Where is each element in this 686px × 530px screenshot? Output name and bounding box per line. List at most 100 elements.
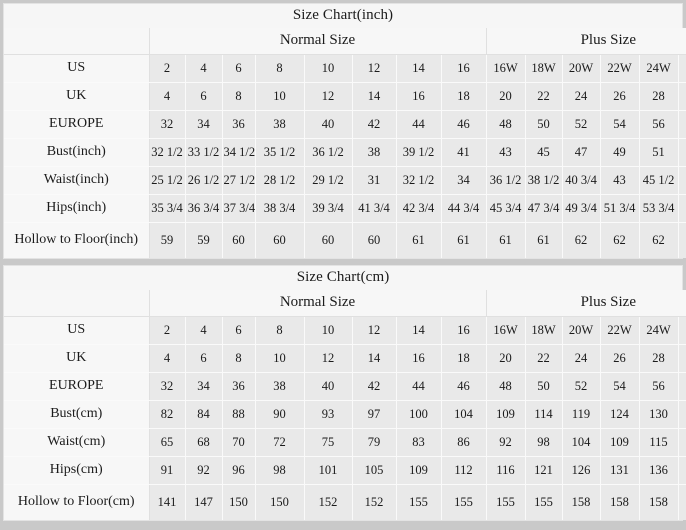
table-cell: 26 1/2 [185, 166, 223, 195]
table-cell: 30 [678, 344, 686, 373]
table-row: Hips(cm) 91 92 96 98 101 105 109 112 116 121 126 131… [4, 456, 686, 485]
table-cell: 136 [639, 456, 679, 485]
table-cell: 22 [525, 344, 563, 373]
size-table-cm: Normal Size Plus Size US 2 4 6 8 10 12 14 16 16W 18W… [4, 290, 686, 520]
table-row: US24681012141616W18W20W22W24W26W [4, 316, 686, 345]
table-cell: 150 [222, 484, 256, 520]
table-cell: 24 [562, 82, 601, 111]
table-cell: 20W [562, 54, 601, 83]
row-label: Hollow to Floor(inch) [4, 222, 150, 258]
row-label: EUROPE [4, 110, 150, 139]
table-cell: 26W [678, 316, 686, 345]
size-table-cm-body: Normal Size Plus Size US 2 4 6 8 10 12 14 16 16W 18W… [4, 290, 686, 520]
table-cell: 42 [352, 110, 397, 139]
table-cell: 147 [185, 484, 223, 520]
table-cell: 22W [600, 316, 640, 345]
table-cell: 51 3/4 [600, 194, 640, 223]
table-cell: 116 [486, 456, 526, 485]
table-cell: 6 [222, 54, 256, 83]
table-cell: 97 [352, 400, 397, 429]
table-cell: 8 [255, 316, 305, 345]
table-cell: 135 [678, 400, 686, 429]
table-row: EUROPE3234363840424446485052545658 [4, 372, 686, 401]
table-cell: 52 [562, 372, 601, 401]
group-header-plus-size: Plus Size [486, 290, 686, 317]
table-row: Waist(inch) 25 1/2 26 1/2 27 1/2 28 1/2 29 1/… [4, 166, 686, 195]
table-cell: 32 [149, 110, 186, 139]
table-cell: 104 [562, 428, 601, 457]
table-cell: 18W [525, 54, 563, 83]
table-cell: 43 [486, 138, 526, 167]
table-row: UK4681012141618202224262830 [4, 344, 686, 373]
row-label: Bust(inch) [4, 138, 150, 167]
table-cell: 130 [639, 400, 679, 429]
table-cell: 70 [222, 428, 256, 457]
table-cell: 84 [185, 400, 223, 429]
table-cell: 54 [600, 110, 640, 139]
table-cell: 22W [600, 54, 640, 83]
table-cell: 16 [441, 316, 487, 345]
table-cell: 158 [639, 484, 679, 520]
table-cell: 45 [525, 138, 563, 167]
table-cell: 38 [255, 110, 305, 139]
table-cell: 39 1/2 [396, 138, 442, 167]
table-cell: 52 [562, 110, 601, 139]
table-cell: 79 [352, 428, 397, 457]
table-cell: 32 1/2 [149, 138, 186, 167]
table-cell: 92 [486, 428, 526, 457]
table-cell: 93 [304, 400, 353, 429]
size-table-inch-body: Normal Size Plus Size US 2 4 6 8 10 12 14 16 16W 18W… [4, 28, 686, 258]
table-cell: 10 [304, 54, 353, 83]
table-cell: 34 [441, 166, 487, 195]
table-cell: 12 [352, 54, 397, 83]
row-label: EUROPE [4, 372, 150, 401]
table-cell: 20 [486, 344, 526, 373]
table-cell: 38 1/2 [525, 166, 563, 195]
table-cell: 18 [441, 82, 487, 111]
table-cell: 28 [639, 344, 679, 373]
table-cell: 44 [396, 110, 442, 139]
table-cell: 36 [222, 110, 256, 139]
row-label: Waist(inch) [4, 166, 150, 195]
table-cell: 65 [149, 428, 186, 457]
table-cell: 14 [352, 344, 397, 373]
table-cell: 150 [255, 484, 305, 520]
table-cell: 62 [639, 222, 679, 258]
table-cell: 39 3/4 [304, 194, 353, 223]
table-row: Bust(inch) 32 1/2 33 1/2 34 1/2 35 1/2 36 1/2… [4, 138, 686, 167]
table-cell: 8 [222, 344, 256, 373]
table-cell: 48 [486, 110, 526, 139]
table-cell: 96 [222, 456, 256, 485]
table-cell: 34 [185, 372, 223, 401]
table-cell: 45 3/4 [486, 194, 526, 223]
table-cell: 115 [639, 428, 679, 457]
row-label: UK [4, 82, 150, 111]
group-header-spacer [4, 290, 150, 317]
table-cell: 90 [255, 400, 305, 429]
table-cell: 88 [222, 400, 256, 429]
table-cell: 26 [600, 344, 640, 373]
table-cell: 10 [255, 82, 305, 111]
table-cell: 61 [525, 222, 563, 258]
table-cell: 101 [304, 456, 353, 485]
table-cell: 36 [222, 372, 256, 401]
table-cell: 41 3/4 [352, 194, 397, 223]
table-cell: 82 [149, 400, 186, 429]
table-cell: 59 [185, 222, 223, 258]
table-cell: 56 [639, 372, 679, 401]
table-cell: 60 [255, 222, 305, 258]
table-cell: 43 [600, 166, 640, 195]
table-cell: 18W [525, 316, 563, 345]
group-header-normal-size: Normal Size [149, 28, 487, 55]
table-cell: 18 [441, 344, 487, 373]
table-cell: 62 [678, 222, 686, 258]
table-cell: 6 [185, 344, 223, 373]
table-cell: 33 1/2 [185, 138, 223, 167]
table-cell: 25 1/2 [149, 166, 186, 195]
table-cell: 20W [562, 316, 601, 345]
table-cell: 38 3/4 [255, 194, 305, 223]
table-cell: 14 [396, 54, 442, 83]
table-cell: 126 [562, 456, 601, 485]
table-cell: 104 [441, 400, 487, 429]
table-cell: 26W [678, 54, 686, 83]
